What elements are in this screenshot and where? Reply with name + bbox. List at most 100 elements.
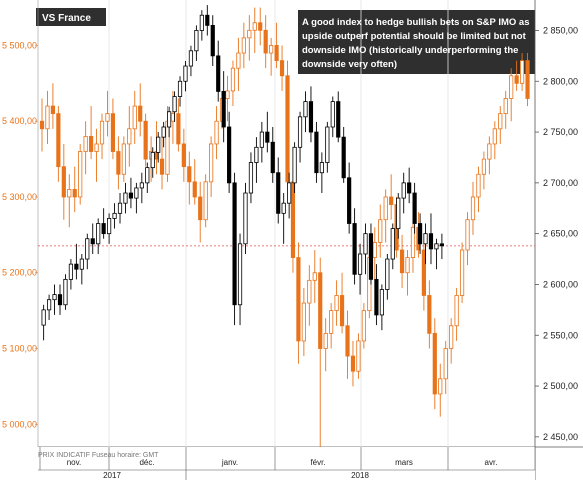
black-candle-body xyxy=(167,111,172,128)
black-candle-body xyxy=(347,177,352,224)
black-candle-body xyxy=(123,192,128,204)
right-tick-label: 2 650,00 xyxy=(543,229,578,239)
black-candle-body xyxy=(259,131,264,148)
black-candle-body xyxy=(134,187,139,199)
black-candle-body xyxy=(216,55,221,92)
black-candle-body xyxy=(227,126,232,184)
left-tick-label: 5 500,00 xyxy=(2,40,37,50)
black-candle-body xyxy=(319,162,324,174)
black-candle-body xyxy=(417,223,423,245)
black-candle-body xyxy=(276,172,281,214)
orange-candle-body xyxy=(127,128,132,145)
black-candle-body xyxy=(156,136,161,153)
black-candle-body xyxy=(210,24,215,57)
right-tick-label: 2 500,00 xyxy=(543,381,578,391)
black-candle-body xyxy=(423,233,428,245)
black-candle-body xyxy=(188,50,194,67)
annotation-background xyxy=(298,10,535,74)
black-candle-body xyxy=(374,278,379,316)
orange-candle-body xyxy=(39,120,45,130)
black-candle-body xyxy=(41,309,46,326)
orange-candle-body xyxy=(269,45,274,54)
black-candle-body xyxy=(79,258,84,270)
black-candle-body xyxy=(172,96,177,113)
title-background xyxy=(36,8,106,26)
right-tick-label: 2 800,00 xyxy=(543,76,578,86)
black-candle-body xyxy=(161,126,166,138)
month-label: janv. xyxy=(221,458,238,467)
orange-candle-body xyxy=(99,120,105,145)
orange-candle-body xyxy=(389,196,394,205)
black-candle-body xyxy=(401,182,406,199)
orange-candle-body xyxy=(105,113,110,122)
orange-candle-body xyxy=(296,257,301,342)
left-tick-label: 5 000,00 xyxy=(2,419,37,429)
orange-candle-body xyxy=(307,279,312,304)
orange-candle-body xyxy=(170,113,176,122)
black-candle-body xyxy=(303,101,308,118)
black-candle-body xyxy=(325,126,330,163)
right-tick-label: 2 750,00 xyxy=(543,127,578,137)
orange-candle-body xyxy=(329,310,334,334)
black-candle-body xyxy=(434,243,439,250)
black-candle-body xyxy=(57,294,63,306)
month-label: déc. xyxy=(139,458,154,467)
orange-candle-body xyxy=(214,120,219,145)
black-candle-body xyxy=(292,146,297,184)
black-candle-body xyxy=(101,223,106,235)
orange-candle-body xyxy=(225,90,230,99)
orange-candle-body xyxy=(443,348,448,380)
orange-candle-body xyxy=(356,340,361,372)
black-candle-body xyxy=(205,14,210,26)
black-candle-body xyxy=(96,223,101,245)
orange-candle-body xyxy=(487,143,492,160)
orange-candle-body xyxy=(345,325,350,357)
black-candle-body xyxy=(221,91,226,128)
orange-candle-body xyxy=(67,189,72,198)
black-candle-body xyxy=(85,238,90,260)
orange-candle-body xyxy=(138,105,143,122)
left-tick-label: 5 300,00 xyxy=(2,192,37,202)
orange-candle-body xyxy=(449,325,454,349)
orange-candle-body xyxy=(498,113,503,130)
black-candle-body xyxy=(139,182,144,189)
x-axis-months: nov. déc. janv. févr. mars avr. xyxy=(38,447,536,480)
orange-candle-body xyxy=(159,158,165,175)
left-tick-label: 5 400,00 xyxy=(2,116,37,126)
orange-candle-body xyxy=(72,189,77,198)
orange-candle-body xyxy=(427,295,432,334)
orange-candle-body xyxy=(470,196,476,221)
black-candle-body xyxy=(297,116,303,148)
right-tick-label: 2 550,00 xyxy=(543,330,578,340)
orange-candle-body xyxy=(459,249,465,296)
orange-candle-body xyxy=(187,166,192,183)
orange-candle-body xyxy=(203,181,208,221)
orange-candle-body xyxy=(121,143,126,175)
orange-candle-body xyxy=(236,52,241,69)
black-candle-body xyxy=(183,65,188,82)
orange-candle-body xyxy=(350,355,356,372)
orange-candle-body xyxy=(432,332,437,395)
annotation-text: A good index to hedge bullish bets on S&… xyxy=(302,17,530,70)
black-candle-body xyxy=(112,212,117,219)
black-candle-body xyxy=(428,233,434,250)
orange-candle-body xyxy=(94,143,99,152)
black-candle-body xyxy=(363,233,368,255)
orange-candle-body xyxy=(209,143,214,183)
orange-candle-body xyxy=(410,226,416,258)
month-label: mars xyxy=(395,458,413,467)
right-tick-label: 2 850,00 xyxy=(543,25,578,35)
orange-candle-body xyxy=(56,113,61,168)
black-candle-body xyxy=(232,182,237,306)
right-tick-label: 2 700,00 xyxy=(543,178,578,188)
left-tick-label: 5 100,00 xyxy=(2,344,37,354)
orange-candle-body xyxy=(247,29,252,39)
black-candle-body xyxy=(90,238,95,245)
orange-candle-body xyxy=(503,98,508,115)
orange-candle-body xyxy=(399,249,405,274)
black-candle-body xyxy=(254,146,259,163)
black-candle-body xyxy=(199,14,204,31)
month-label: févr. xyxy=(310,458,325,467)
orange-candle-body xyxy=(334,295,339,312)
